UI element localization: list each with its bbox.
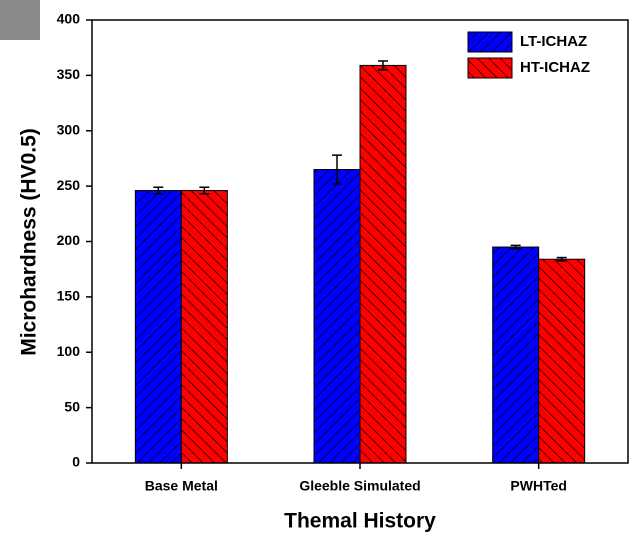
y-tick-label: 400: [57, 11, 81, 27]
y-tick-label: 50: [64, 398, 80, 414]
x-tick-label: PWHTed: [510, 478, 567, 494]
x-axis-title: Themal History: [284, 510, 436, 533]
legend-label: LT-ICHAZ: [520, 33, 587, 50]
y-tick-label: 350: [57, 66, 81, 82]
bar-hatch: [359, 64, 407, 464]
y-tick-label: 100: [57, 343, 81, 359]
y-axis-title: Microhardness (HV0.5): [18, 128, 41, 356]
bar-hatch: [538, 258, 586, 464]
y-tick-label: 150: [57, 288, 81, 304]
plot-frame: [91, 19, 629, 464]
x-tick-label: Gleeble Simulated: [299, 478, 420, 494]
y-tick-label: 300: [57, 121, 81, 137]
bar-hatch: [313, 169, 361, 464]
y-tick-label: 0: [72, 454, 80, 470]
bar-hatch: [180, 190, 228, 464]
x-tick-label: Base Metal: [145, 478, 218, 494]
legend-label: HT-ICHAZ: [520, 59, 590, 76]
y-tick-label: 250: [57, 177, 81, 193]
y-tick-label: 200: [57, 232, 81, 248]
background-fragment: [0, 0, 40, 40]
legend-swatch-hatch: [467, 31, 513, 53]
bar-hatch: [134, 190, 182, 464]
bar-hatch: [492, 246, 540, 464]
legend-swatch-hatch: [467, 57, 513, 79]
